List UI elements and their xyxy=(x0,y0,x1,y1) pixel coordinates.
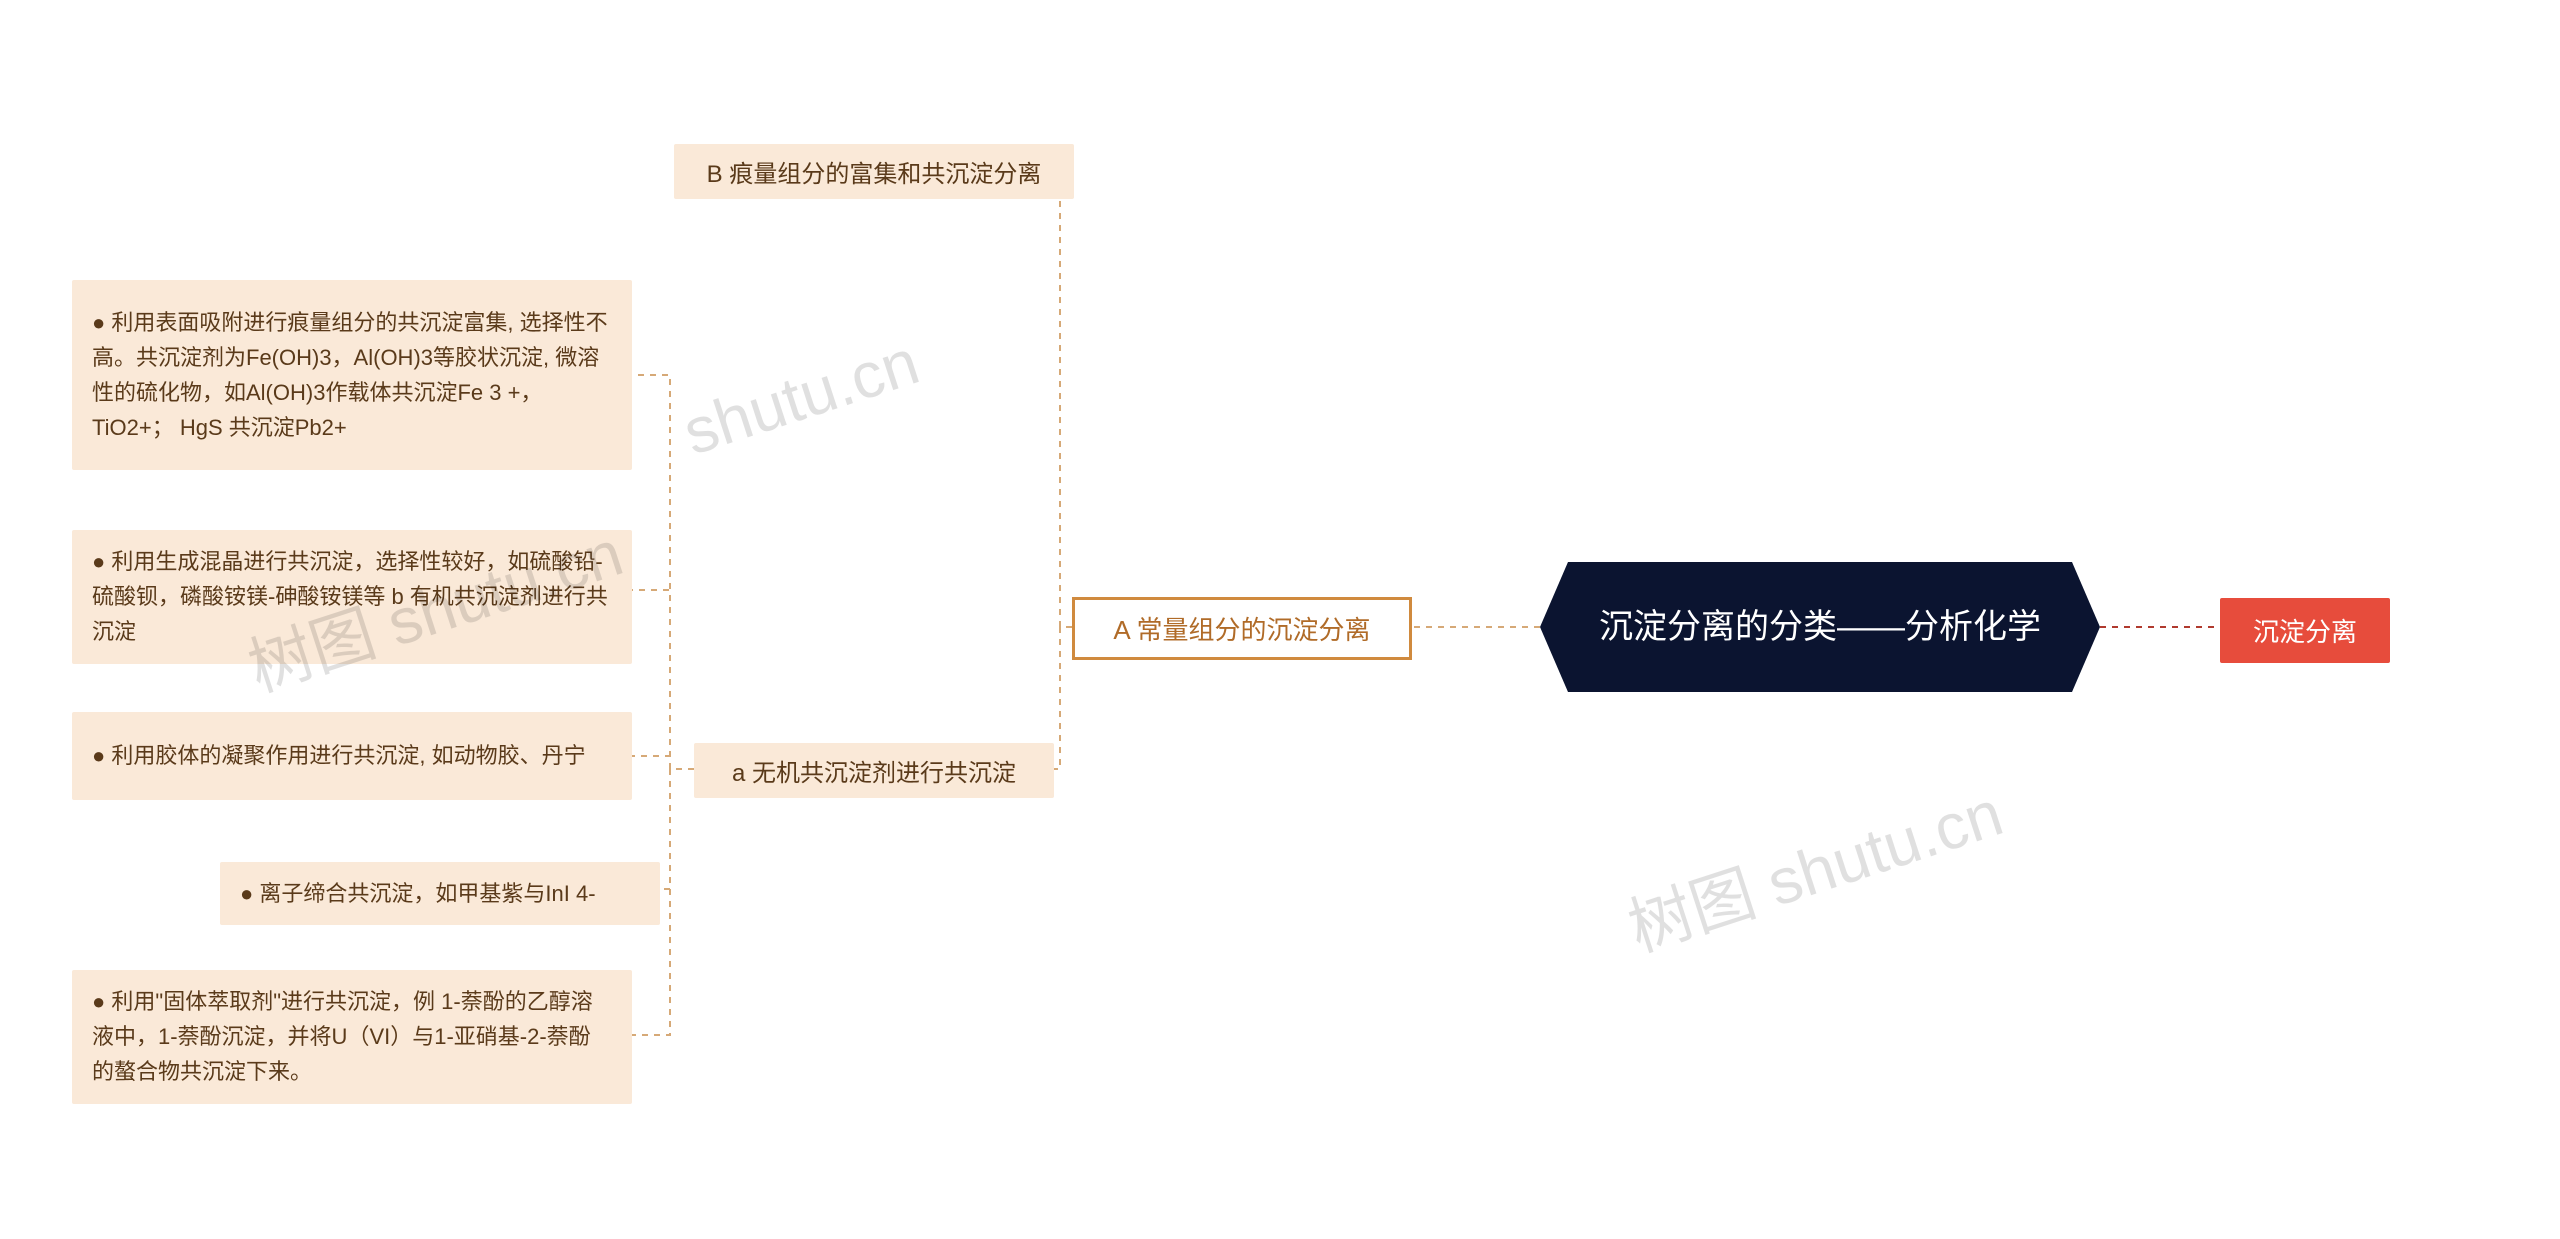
level2-node-b[interactable]: B 痕量组分的富集和共沉淀分离 xyxy=(674,144,1074,199)
watermark-text: shutu.cn xyxy=(674,324,927,469)
connector xyxy=(632,756,694,769)
connector xyxy=(660,769,694,889)
level1-node-a[interactable]: A 常量组分的沉淀分离 xyxy=(1072,597,1412,660)
leaf-node-2[interactable]: ● 利用生成混晶进行共沉淀，选择性较好，如硫酸铅-硫酸钡，磷酸铵镁-砷酸铵镁等 … xyxy=(72,530,632,664)
leaf-node-3[interactable]: ● 利用胶体的凝聚作用进行共沉淀, 如动物胶、丹宁 xyxy=(72,712,632,800)
connector xyxy=(1060,170,1074,627)
leaf-node-1[interactable]: ● 利用表面吸附进行痕量组分的共沉淀富集, 选择性不高。共沉淀剂为Fe(OH)3… xyxy=(72,280,632,470)
right-child-node[interactable]: 沉淀分离 xyxy=(2220,598,2390,663)
root-node[interactable]: 沉淀分离的分类——分析化学 xyxy=(1540,562,2100,692)
connector xyxy=(632,375,694,769)
leaf-node-5[interactable]: ● 利用"固体萃取剂"进行共沉淀，例 1-萘酚的乙醇溶液中，1-萘酚沉淀，并将U… xyxy=(72,970,632,1104)
connector xyxy=(632,590,694,769)
connector xyxy=(1054,627,1072,769)
watermark-text: 树图 shutu.cn xyxy=(1615,762,2012,969)
leaf-node-4[interactable]: ● 离子缔合共沉淀，如甲基紫与InI 4- xyxy=(220,862,660,925)
level2-node-a[interactable]: a 无机共沉淀剂进行共沉淀 xyxy=(694,743,1054,798)
